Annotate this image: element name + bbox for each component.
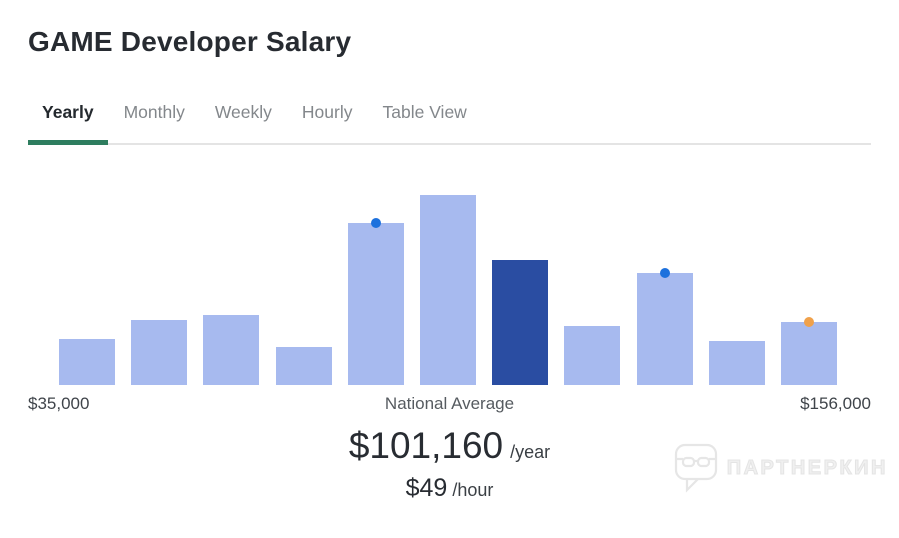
- blue-percentile-dot: [370, 218, 381, 228]
- salary-summary: $101,160/year $49/hour: [28, 425, 871, 503]
- axis-national-average-label: National Average: [384, 394, 515, 413]
- hourly-amount: $49: [405, 473, 448, 502]
- bar[interactable]: [131, 320, 188, 385]
- tab-hourly[interactable]: Hourly: [301, 102, 353, 122]
- tab-bar: Yearly Monthly Weekly Hourly Table View: [28, 102, 871, 145]
- salary-widget: GAME Developer Salary Yearly Monthly Weekl…: [28, 26, 871, 503]
- bar[interactable]: [59, 339, 115, 385]
- axis-max-label: $156,000: [800, 394, 871, 413]
- bar[interactable]: [347, 218, 404, 385]
- axis-min-label: $35,000: [28, 394, 90, 413]
- tab-table-view[interactable]: Table View: [382, 102, 467, 122]
- bar[interactable]: [781, 317, 837, 385]
- watermark-text: ПАРТНЕРКИН: [726, 456, 888, 479]
- speech-bubble-glasses-icon: [674, 443, 717, 493]
- yearly-salary: $101,160/year: [28, 425, 871, 467]
- bar[interactable]: [636, 268, 693, 385]
- bar[interactable]: [420, 195, 476, 385]
- watermark: ПАРТНЕРКИН: [673, 442, 888, 494]
- orange-percentile-dot: [804, 317, 814, 327]
- bar[interactable]: [708, 341, 765, 385]
- yearly-unit: /year: [510, 442, 551, 462]
- hourly-salary: $49/hour: [28, 474, 871, 503]
- bar-national-average[interactable]: [492, 260, 549, 385]
- x-axis-labels: $35,000 National Average $156,000: [28, 394, 871, 414]
- page-title: GAME Developer Salary: [28, 26, 352, 57]
- bar[interactable]: [564, 326, 621, 385]
- hourly-unit: /hour: [452, 479, 494, 500]
- salary-chart: [28, 170, 871, 385]
- yearly-amount: $101,160: [348, 425, 504, 466]
- bar[interactable]: [275, 347, 332, 385]
- blue-percentile-dot: [659, 268, 670, 278]
- tab-yearly[interactable]: Yearly: [28, 102, 108, 145]
- tab-weekly[interactable]: Weekly: [214, 102, 272, 122]
- tab-monthly[interactable]: Monthly: [123, 102, 185, 122]
- bar[interactable]: [203, 315, 260, 385]
